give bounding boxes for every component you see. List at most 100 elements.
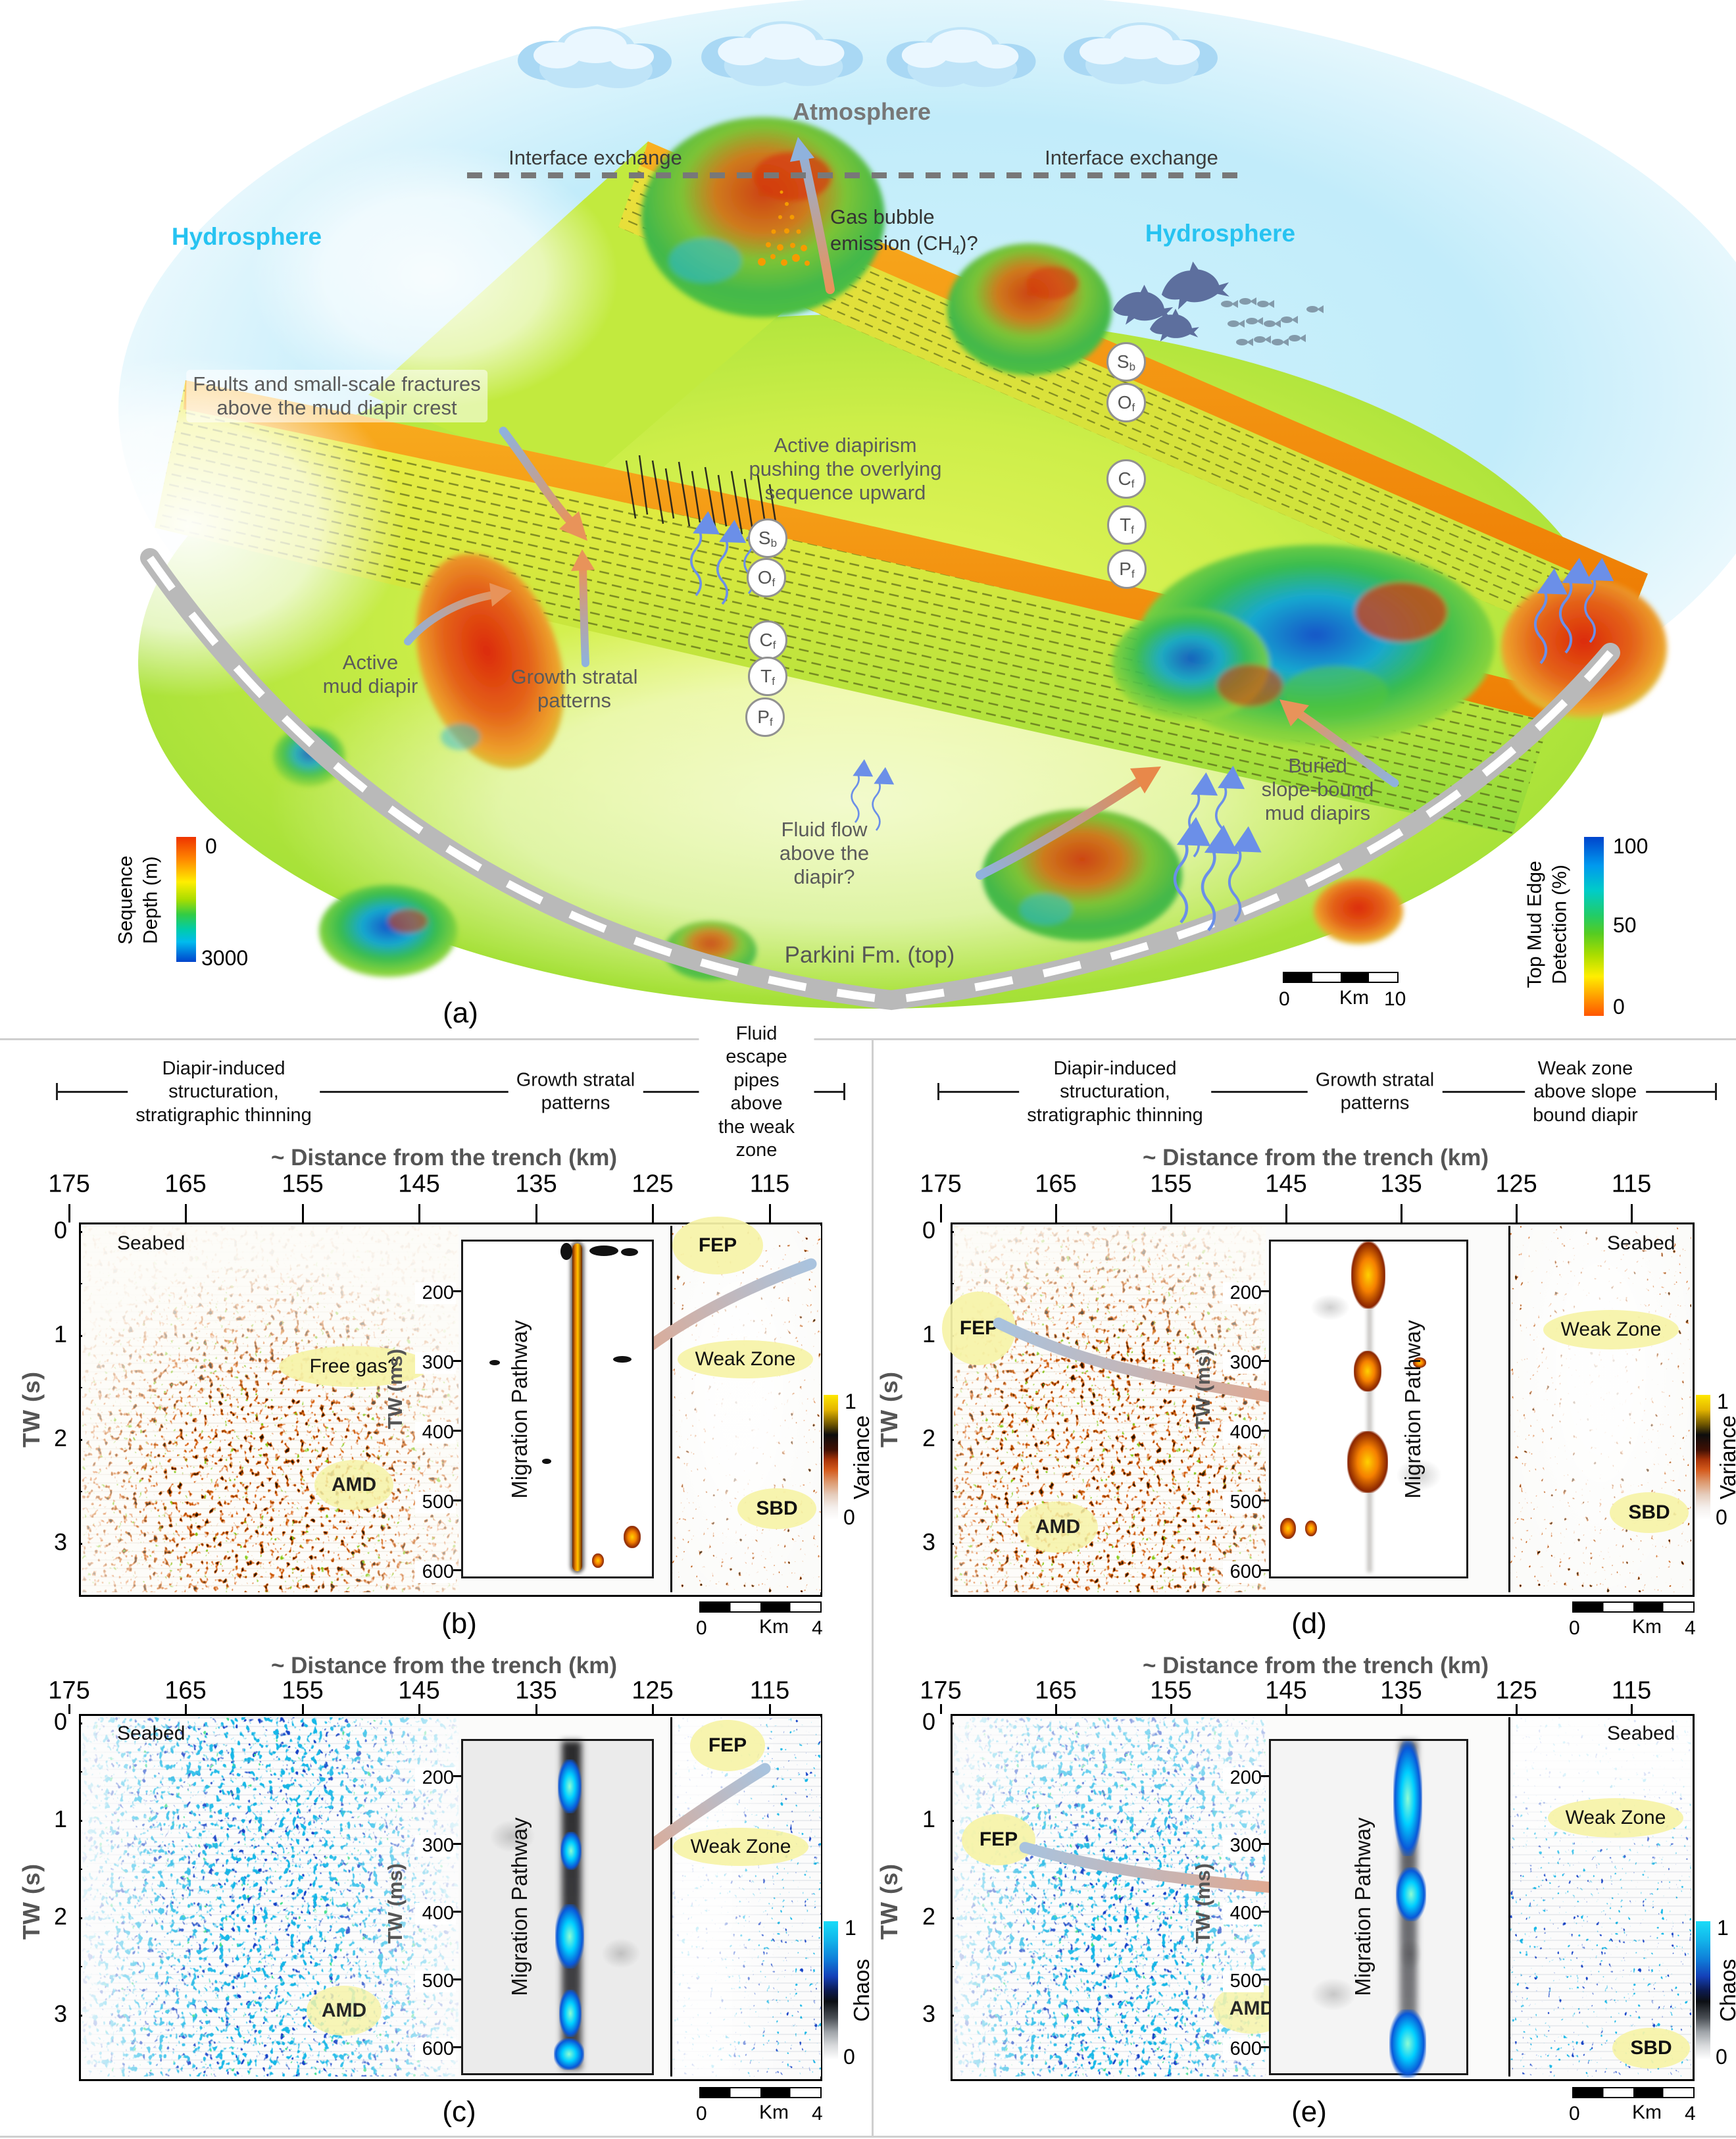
interface-dashed-line [467, 172, 1247, 178]
distance-axis-title: ~ Distance from the trench (km) [270, 1145, 618, 1170]
panel-a-3d-scene: Atmosphere Interface exchange Interface … [0, 0, 1736, 1038]
tw-1: 1 [922, 1805, 936, 1832]
ms-500: 500 [1223, 1971, 1264, 1992]
x-tick-135: 135 [1380, 1676, 1422, 1705]
panel-d-variance-section: Diapir-induced structuration, stratigraphi… [875, 1041, 1736, 1649]
tw-2: 2 [922, 1424, 936, 1451]
mud-cb-50: 50 [1613, 913, 1637, 937]
panel-c-label: (c) [442, 2096, 476, 2128]
x-tick-165: 165 [1035, 1676, 1077, 1705]
cb-bottom: 0 [1716, 2045, 1727, 2069]
tw-0: 0 [922, 1708, 936, 1735]
depth-cb-top-tick: 0 [205, 834, 217, 858]
panel-a-scalebar [1283, 972, 1399, 983]
scalebar-a-zero: 0 [1279, 988, 1290, 1010]
ms-600: 600 [1223, 2038, 1264, 2060]
migration-pathway-label: Migration Pathway [1351, 1817, 1375, 1996]
amd-label: AMD [314, 1460, 393, 1510]
twms-axis-label: TW (ms) [384, 1863, 407, 1944]
sbd-label: SBD [737, 1488, 816, 1529]
x-tick-115: 115 [1611, 1676, 1652, 1705]
x-tick-115: 115 [749, 1676, 790, 1705]
cb-bottom: 0 [843, 1505, 855, 1529]
active-diapirism-annotation: Active diapirism pushing the overlying seq… [749, 434, 942, 504]
sequence-depth-colorbar [176, 837, 196, 962]
ms-200: 200 [1223, 1767, 1264, 1789]
panel-e-scalebar [1572, 2087, 1695, 2098]
interface-exchange-left: Interface exchange [508, 146, 682, 169]
chaos-label: Chaos [1716, 1959, 1736, 2022]
zone-label-weak-zone: Weak zone above slope bound diapir [1525, 1057, 1646, 1128]
buried-diapir-cluster [1112, 545, 1495, 745]
x-tick-125: 125 [632, 1170, 674, 1198]
sbd-label: SBD [1612, 2028, 1690, 2069]
ms-300: 300 [415, 1352, 456, 1374]
ms-300: 300 [1223, 1352, 1264, 1374]
ms-500: 500 [415, 1492, 456, 1513]
sb-max: 4 [1685, 1617, 1696, 1639]
tw-0: 0 [53, 1708, 68, 1735]
panel-c-scalebar [699, 2087, 822, 2098]
active-mud-diapir-annotation: Active mud diapir [322, 651, 418, 697]
mud-cb-100: 100 [1613, 834, 1649, 858]
panel-b-variance-section: Diapir-induced structuration, stratigraphi… [18, 1022, 874, 1649]
sb-zero: 0 [1569, 2103, 1580, 2125]
ms-500: 500 [415, 1971, 456, 1992]
weak-zone-label: Weak Zone [1543, 1310, 1679, 1349]
flow-arrow-b [585, 1258, 817, 1401]
red-diapir-right [1501, 578, 1667, 718]
twms-axis-label: TW (ms) [384, 1348, 407, 1430]
zone-label-structuration: Diapir-induced structuration, stratigraphi… [128, 1057, 320, 1128]
tw-axis-label: TW (s) [876, 1371, 903, 1447]
seabed-label: Seabed [117, 1723, 186, 1744]
panel-d-label: (d) [1291, 1607, 1327, 1640]
panel-b-label: (b) [441, 1607, 477, 1640]
x-tick-145: 145 [1265, 1676, 1307, 1705]
x-tick-125: 125 [632, 1676, 674, 1705]
mud-cb-0: 0 [1613, 995, 1625, 1019]
panel-d-scalebar [1572, 1601, 1695, 1613]
ms-200: 200 [415, 1767, 456, 1789]
cb-top: 1 [1717, 1916, 1729, 1940]
ms-500: 500 [1223, 1492, 1264, 1513]
x-tick-135: 135 [1380, 1170, 1422, 1198]
seismic-plot-d: Seabed FEP AMD Weak Zone SBD Migration P… [942, 1222, 1695, 1597]
x-tick-155: 155 [1150, 1170, 1192, 1198]
panel-b-scalebar [699, 1601, 822, 1613]
mud-diapir-secondary [947, 243, 1112, 375]
tw-3: 3 [53, 1528, 68, 1555]
fep-label: FEP [690, 1720, 765, 1771]
x-tick-165: 165 [1035, 1170, 1077, 1198]
amd-label: AMD [307, 1986, 382, 2036]
fluid-flow-annotation: Fluid flow above the diapir? [779, 818, 870, 888]
divider-horizontal-top [0, 1038, 1736, 1040]
chaos-label: Chaos [849, 1959, 874, 2022]
gas-bubble-dots [758, 190, 810, 266]
free-gas-label: Free gas? [279, 1346, 429, 1387]
ms-400: 400 [415, 1903, 456, 1925]
sb-unit: Km [759, 2101, 789, 2123]
cb-top: 1 [1717, 1390, 1729, 1413]
tw-2: 2 [922, 1903, 936, 1930]
hydrosphere-left-label: Hydrosphere [171, 223, 322, 250]
tw-0: 0 [53, 1217, 68, 1244]
zone-label-growth: Growth stratal patterns [1307, 1069, 1443, 1116]
sb-max: 4 [812, 2103, 823, 2125]
scalebar-a-max: 10 [1384, 988, 1406, 1010]
weak-zone-label: Weak Zone [1548, 1798, 1683, 1838]
zone-bracket [56, 1091, 845, 1093]
ms-400: 400 [415, 1422, 456, 1444]
survey-boundary-rim [140, 548, 1620, 1011]
mud-cb-label: Top Mud Edge Detection (%) [1524, 861, 1571, 988]
bottom-center-diapir [982, 809, 1182, 941]
sb-max: 4 [1685, 2103, 1696, 2125]
x-tick-165: 165 [164, 1170, 207, 1198]
